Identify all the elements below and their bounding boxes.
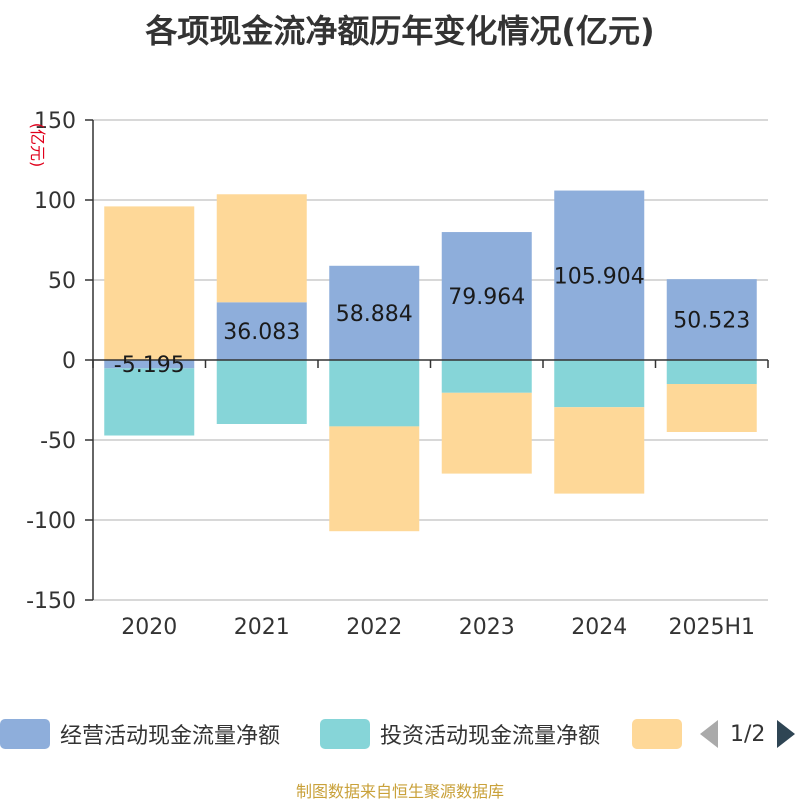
bar-operating [666,279,757,360]
legend-swatch-investing [320,719,370,749]
y-tick-label: 100 [34,189,76,214]
bar-financing [554,407,645,494]
chart-title: 各项现金流净额历年变化情况(亿元) [145,12,655,50]
bar-operating [104,360,195,369]
bar-financing [666,384,757,432]
bar-operating [441,232,532,360]
bar-investing [104,368,195,436]
grid-lines [93,119,768,601]
bar-financing [329,426,420,532]
x-tick-label: 2021 [234,615,290,640]
chart-plot: 150 100 50 0 -50 -100 -150 2020 2021 2022 2023 2024… [26,109,769,640]
y-axis-unit-label: (亿元) [28,123,47,168]
bar-investing [666,360,757,384]
legend-prev-arrow-icon[interactable] [700,720,718,748]
data-label: 36.083 [223,320,300,345]
legend-next-arrow-icon[interactable] [777,720,796,748]
legend-page-indicator: 1/2 [730,721,766,747]
data-label: 105.904 [554,264,645,289]
x-tick-label: 2024 [571,615,627,640]
bar-operating [329,265,420,360]
legend-swatch-operating [0,719,50,749]
legend-item-operating[interactable]: 经营活动现金流量净额 [0,716,280,752]
bars [104,190,757,532]
legend-swatch-financing [632,719,682,749]
data-label: 50.523 [673,309,750,334]
bar-financing [441,392,532,474]
x-tick-label: 2023 [459,615,515,640]
bar-investing [441,360,532,393]
legend-pager: 1/2 [700,716,796,752]
legend-item-investing[interactable]: 投资活动现金流量净额 [320,716,600,752]
x-tick-label: 2020 [121,615,177,640]
y-tick-label: 150 [34,109,76,134]
x-tick-label: 2025H1 [668,615,755,640]
y-tick-label: -150 [26,589,76,614]
data-label: 79.964 [448,285,525,310]
legend-item-financing[interactable] [632,716,682,752]
bar-operating [554,190,645,360]
x-tick-label: 2022 [346,615,402,640]
bar-investing [216,360,307,424]
y-tick-label: -100 [26,509,76,534]
data-label: -5.195 [114,353,185,378]
legend-label-operating: 经营活动现金流量净额 [60,724,281,749]
y-tick-label: 50 [48,269,76,294]
bar-financing [216,194,307,303]
y-tick-label: 0 [62,349,76,374]
source-note: 制图数据来自恒生聚源数据库 [295,782,504,801]
axes: 150 100 50 0 -50 -100 -150 2020 2021 2022 2023 2024… [26,109,769,640]
data-label: 58.884 [336,302,413,327]
legend: 经营活动现金流量净额 投资活动现金流量净额 [0,716,800,756]
bar-operating [216,302,307,360]
bar-financing [104,206,195,360]
bar-investing [329,360,420,427]
y-tick-label: -50 [40,429,76,454]
bar-investing [554,360,645,408]
data-labels: -5.195 36.083 58.884 79.964 105.904 50.523 [114,264,750,378]
legend-label-investing: 投资活动现金流量净额 [380,724,601,749]
